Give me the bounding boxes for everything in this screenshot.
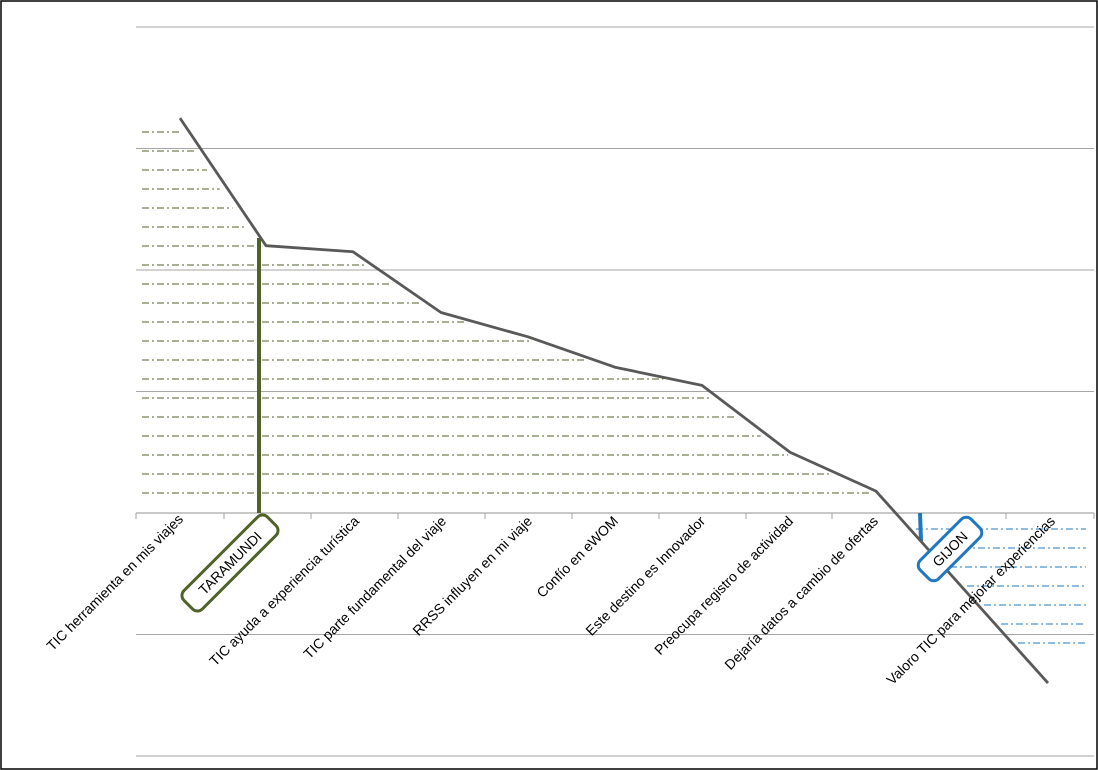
markers: [257, 238, 923, 542]
annotation-box: [916, 515, 984, 583]
gridlines: [136, 26, 1094, 757]
hatch-lines: [142, 131, 1086, 644]
gijon-marker: [918, 512, 923, 542]
series-layer: [178, 117, 1050, 685]
series-line: [178, 117, 1050, 685]
annotation-box: [180, 513, 280, 613]
x-axis: [135, 512, 1095, 519]
